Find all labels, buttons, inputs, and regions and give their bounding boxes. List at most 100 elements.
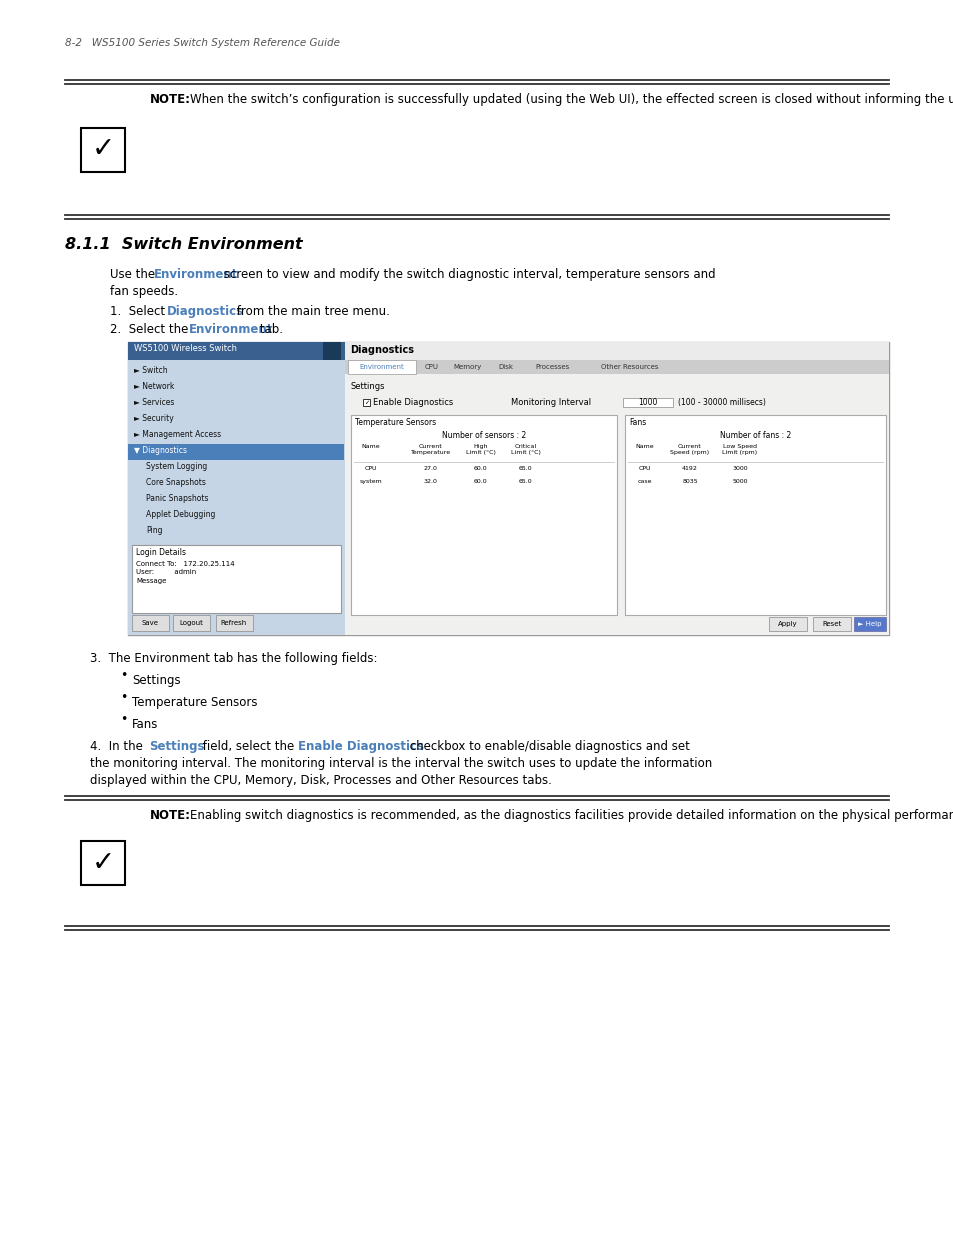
Text: Name: Name — [635, 445, 654, 450]
Text: Critical
Limit (°C): Critical Limit (°C) — [511, 445, 540, 456]
Text: Diagnostics: Diagnostics — [167, 305, 244, 317]
Text: fan speeds.: fan speeds. — [110, 285, 178, 298]
Bar — [128, 342, 888, 359]
Text: Monitoring Interval: Monitoring Interval — [511, 398, 591, 408]
Text: Reset: Reset — [821, 621, 841, 627]
Text: checkbox to enable/disable diagnostics and set: checkbox to enable/disable diagnostics a… — [406, 740, 689, 753]
Bar — [351, 415, 617, 615]
Text: Environment: Environment — [189, 324, 274, 336]
Text: Settings: Settings — [132, 674, 180, 687]
Text: case: case — [637, 479, 652, 484]
Text: ► Help: ► Help — [858, 621, 881, 627]
Bar — [81, 841, 125, 885]
Text: Enable Diagnostics: Enable Diagnostics — [297, 740, 423, 753]
Text: Low Speed
Limit (rpm): Low Speed Limit (rpm) — [721, 445, 757, 456]
Text: 60.0: 60.0 — [474, 466, 487, 471]
Text: Settings: Settings — [351, 382, 385, 391]
Text: Ping: Ping — [146, 526, 162, 535]
Text: Disk: Disk — [497, 364, 513, 370]
Text: 1.  Select: 1. Select — [110, 305, 169, 317]
Text: NOTE:: NOTE: — [150, 93, 191, 106]
Text: Login Details: Login Details — [136, 548, 186, 557]
Text: 2.  Select the: 2. Select the — [110, 324, 192, 336]
Text: 8-2   WS5100 Series Switch System Reference Guide: 8-2 WS5100 Series Switch System Referenc… — [65, 38, 339, 48]
Text: the monitoring interval. The monitoring interval is the interval the switch uses: the monitoring interval. The monitoring … — [90, 757, 712, 769]
Text: Number of sensors : 2: Number of sensors : 2 — [441, 431, 525, 440]
Text: 1000: 1000 — [638, 398, 657, 408]
Text: Diagnostics: Diagnostics — [350, 345, 414, 354]
Text: ✓: ✓ — [91, 848, 114, 877]
Text: 8035: 8035 — [681, 479, 697, 484]
Text: 65.0: 65.0 — [518, 466, 532, 471]
Text: Connect To:   172.20.25.114
User:         admin
Message: Connect To: 172.20.25.114 User: admin Me… — [136, 561, 234, 584]
Text: 4192: 4192 — [681, 466, 698, 471]
Text: 3.  The Environment tab has the following fields:: 3. The Environment tab has the following… — [90, 652, 377, 664]
Bar — [853, 618, 885, 631]
Text: Memory: Memory — [453, 364, 481, 370]
Text: from the main tree menu.: from the main tree menu. — [233, 305, 390, 317]
Text: Fans: Fans — [628, 417, 645, 427]
Text: Other Resources: Other Resources — [600, 364, 658, 370]
Text: Processes: Processes — [535, 364, 569, 370]
Text: 4.  In the: 4. In the — [90, 740, 147, 753]
Bar — [362, 399, 370, 406]
Text: Use the: Use the — [110, 268, 159, 282]
Text: Enable Diagnostics: Enable Diagnostics — [373, 398, 453, 408]
Text: ► Network: ► Network — [133, 382, 174, 391]
Text: ► Switch: ► Switch — [133, 366, 168, 375]
Text: tab.: tab. — [255, 324, 283, 336]
Bar — [128, 359, 345, 635]
Text: 5000: 5000 — [731, 479, 747, 484]
Text: Refresh: Refresh — [221, 620, 247, 626]
Text: Panic Snapshots: Panic Snapshots — [146, 494, 209, 503]
Text: 3000: 3000 — [731, 466, 747, 471]
Bar — [624, 415, 885, 615]
Bar — [132, 545, 340, 613]
Bar — [345, 359, 888, 374]
Text: ► Management Access: ► Management Access — [133, 430, 221, 438]
Text: CPU: CPU — [424, 364, 438, 370]
Text: Current
Speed (rpm): Current Speed (rpm) — [670, 445, 709, 456]
Bar — [622, 398, 672, 408]
Bar — [81, 127, 125, 172]
Text: ▼ Diagnostics: ▼ Diagnostics — [133, 446, 187, 454]
Text: •: • — [120, 714, 128, 726]
Text: System Logging: System Logging — [146, 462, 207, 471]
Text: Name: Name — [361, 445, 380, 450]
Text: ✓: ✓ — [91, 136, 114, 163]
Text: Enabling switch diagnostics is recommended, as the diagnostics facilities provid: Enabling switch diagnostics is recommend… — [190, 809, 953, 823]
Text: 27.0: 27.0 — [423, 466, 437, 471]
Text: 32.0: 32.0 — [423, 479, 437, 484]
Text: Temperature Sensors: Temperature Sensors — [132, 697, 257, 709]
Text: Save: Save — [141, 620, 158, 626]
Bar — [172, 615, 210, 631]
Text: Core Snapshots: Core Snapshots — [146, 478, 206, 487]
Text: High
Limit (°C): High Limit (°C) — [465, 445, 496, 456]
Text: ► Security: ► Security — [133, 414, 173, 424]
Text: screen to view and modify the switch diagnostic interval, temperature sensors an: screen to view and modify the switch dia… — [220, 268, 715, 282]
Bar — [345, 374, 888, 635]
Text: 65.0: 65.0 — [518, 479, 532, 484]
Bar — [132, 615, 169, 631]
Text: Number of fans : 2: Number of fans : 2 — [720, 431, 790, 440]
Text: Settings: Settings — [149, 740, 204, 753]
Text: system: system — [359, 479, 382, 484]
Text: Current
Temperature: Current Temperature — [411, 445, 451, 456]
Text: Environment: Environment — [359, 364, 404, 370]
Text: ► Services: ► Services — [133, 398, 174, 408]
Text: Apply: Apply — [778, 621, 797, 627]
Bar — [128, 445, 343, 459]
Bar — [345, 342, 888, 359]
Text: Environment: Environment — [153, 268, 238, 282]
Text: WS5100 Wireless Switch: WS5100 Wireless Switch — [133, 345, 236, 353]
Text: CPU: CPU — [364, 466, 376, 471]
Text: Temperature Sensors: Temperature Sensors — [355, 417, 436, 427]
Bar — [348, 359, 416, 374]
Bar — [215, 615, 253, 631]
Text: Logout: Logout — [179, 620, 203, 626]
Bar — [128, 342, 888, 635]
Text: Applet Debugging: Applet Debugging — [146, 510, 215, 519]
Text: 60.0: 60.0 — [474, 479, 487, 484]
Text: •: • — [120, 692, 128, 704]
Bar — [812, 618, 850, 631]
